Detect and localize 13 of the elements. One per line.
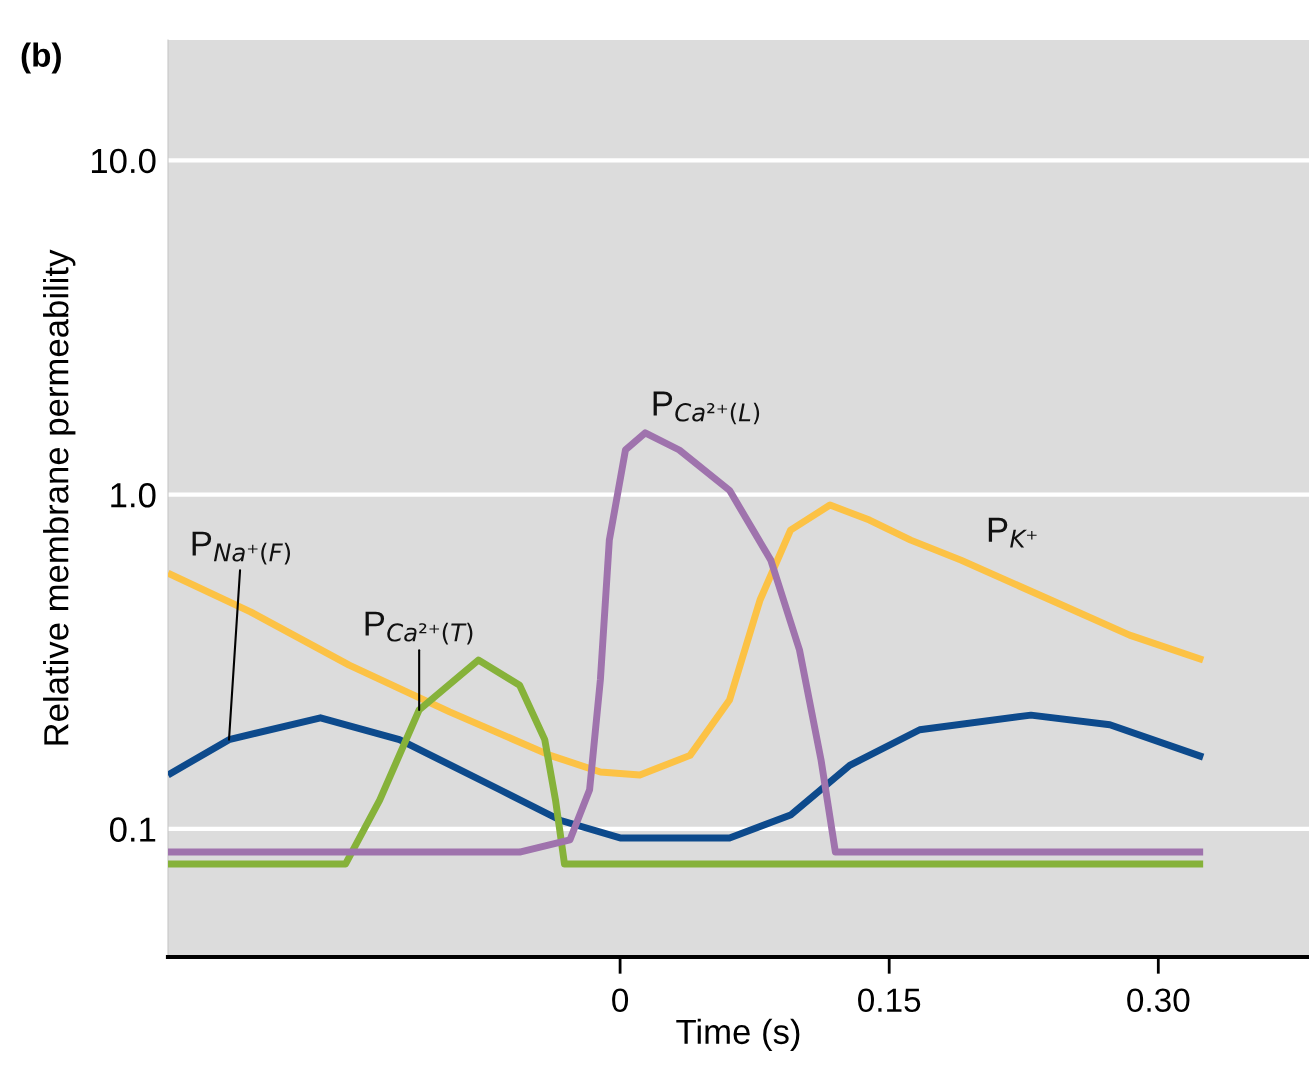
x-axis-title: Time (s)	[676, 1018, 800, 1051]
x-tick-label: 0.30	[1127, 988, 1190, 1013]
y-tick-label: 1.0	[111, 482, 156, 508]
x-tick-label: 0.15	[858, 988, 921, 1013]
y-tick-label: 10.0	[91, 148, 156, 174]
y-axis-title: Relative membrane permeability	[43, 249, 76, 745]
y-tick-label: 0.1	[109, 817, 156, 842]
series-label: P$_{K⁺}$	[988, 517, 1037, 548]
series-label: P$_{Ca²⁺(L)}$	[653, 391, 760, 425]
series-label: P$_{Ca²⁺(T)}$	[365, 611, 473, 645]
chart-title: (b)	[21, 42, 61, 74]
text: P$_{Na⁺(F)}$	[192, 531, 291, 565]
x-tick-label: 0	[612, 988, 629, 1013]
